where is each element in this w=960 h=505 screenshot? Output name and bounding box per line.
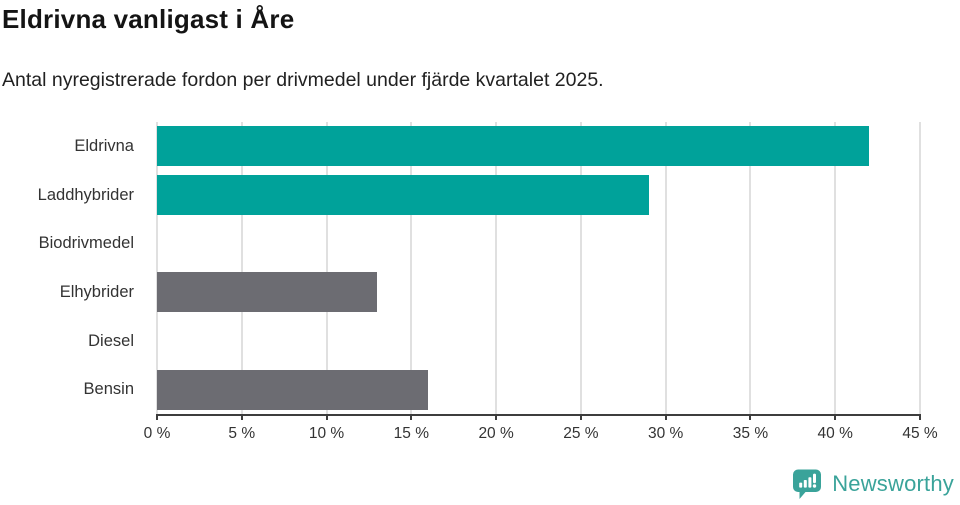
x-axis-tick (240, 414, 243, 420)
x-tick-label: 20 % (478, 425, 514, 442)
category-label: Laddhybrider (37, 185, 134, 204)
gridline (749, 122, 752, 414)
brand-name: Newsworthy (832, 471, 954, 496)
x-axis-tick (579, 414, 582, 420)
x-axis-tick (156, 414, 158, 420)
plot-area: 0 % 5 % 10 % 15 % 20 % 25 % 30 % 35 % 40 % 45 % (144, 122, 938, 442)
brand-footer: Newsworthy (790, 467, 954, 501)
x-tick-label: 5 % (228, 425, 256, 442)
chart-subtitle: Antal nyregistrerade fordon per drivmede… (2, 69, 604, 91)
bar-eldrivna (157, 126, 870, 167)
gridline (834, 122, 837, 414)
x-tick-label: 15 % (393, 425, 429, 442)
gridline (919, 122, 921, 414)
x-axis-tick (664, 414, 667, 420)
category-label: Elhybrider (59, 283, 134, 301)
gridline (325, 122, 328, 414)
category-label: Biodrivmedel (38, 234, 134, 253)
x-tick-label: 0 % (143, 425, 171, 442)
x-tick-label: 45 % (902, 425, 938, 442)
x-axis-tick (834, 414, 837, 420)
category-label: Diesel (88, 331, 134, 350)
x-tick-label: 30 % (647, 425, 684, 442)
x-axis-tick (410, 414, 413, 420)
x-tick-label: 40 % (817, 425, 853, 442)
gridline (410, 122, 413, 414)
gridline (156, 122, 158, 414)
category-label: Bensin (83, 380, 134, 399)
category-label: Eldrivna (74, 137, 134, 155)
x-axis-tick (919, 414, 921, 420)
gridline (579, 122, 582, 414)
bar-laddhybrider (157, 175, 649, 215)
gridline (240, 122, 243, 414)
chart-title: Eldrivna vanligast i Åre (2, 4, 295, 34)
x-axis-tick (749, 414, 752, 420)
y-axis-labels: Eldrivna Laddhybrider Biodrivmedel Elhybrid… (0, 122, 148, 414)
x-tick-label: 10 % (308, 425, 345, 442)
x-axis-tick (325, 414, 328, 420)
bar-bensin (157, 369, 429, 410)
gridline (664, 122, 667, 414)
x-tick-label: 25 % (563, 425, 599, 442)
x-axis-line (156, 414, 921, 416)
newsworthy-logo-icon (793, 469, 822, 499)
x-tick-label: 35 % (732, 425, 769, 442)
x-axis-tick (495, 414, 498, 420)
gridline (495, 122, 498, 414)
bar-elhybrider (157, 272, 378, 313)
